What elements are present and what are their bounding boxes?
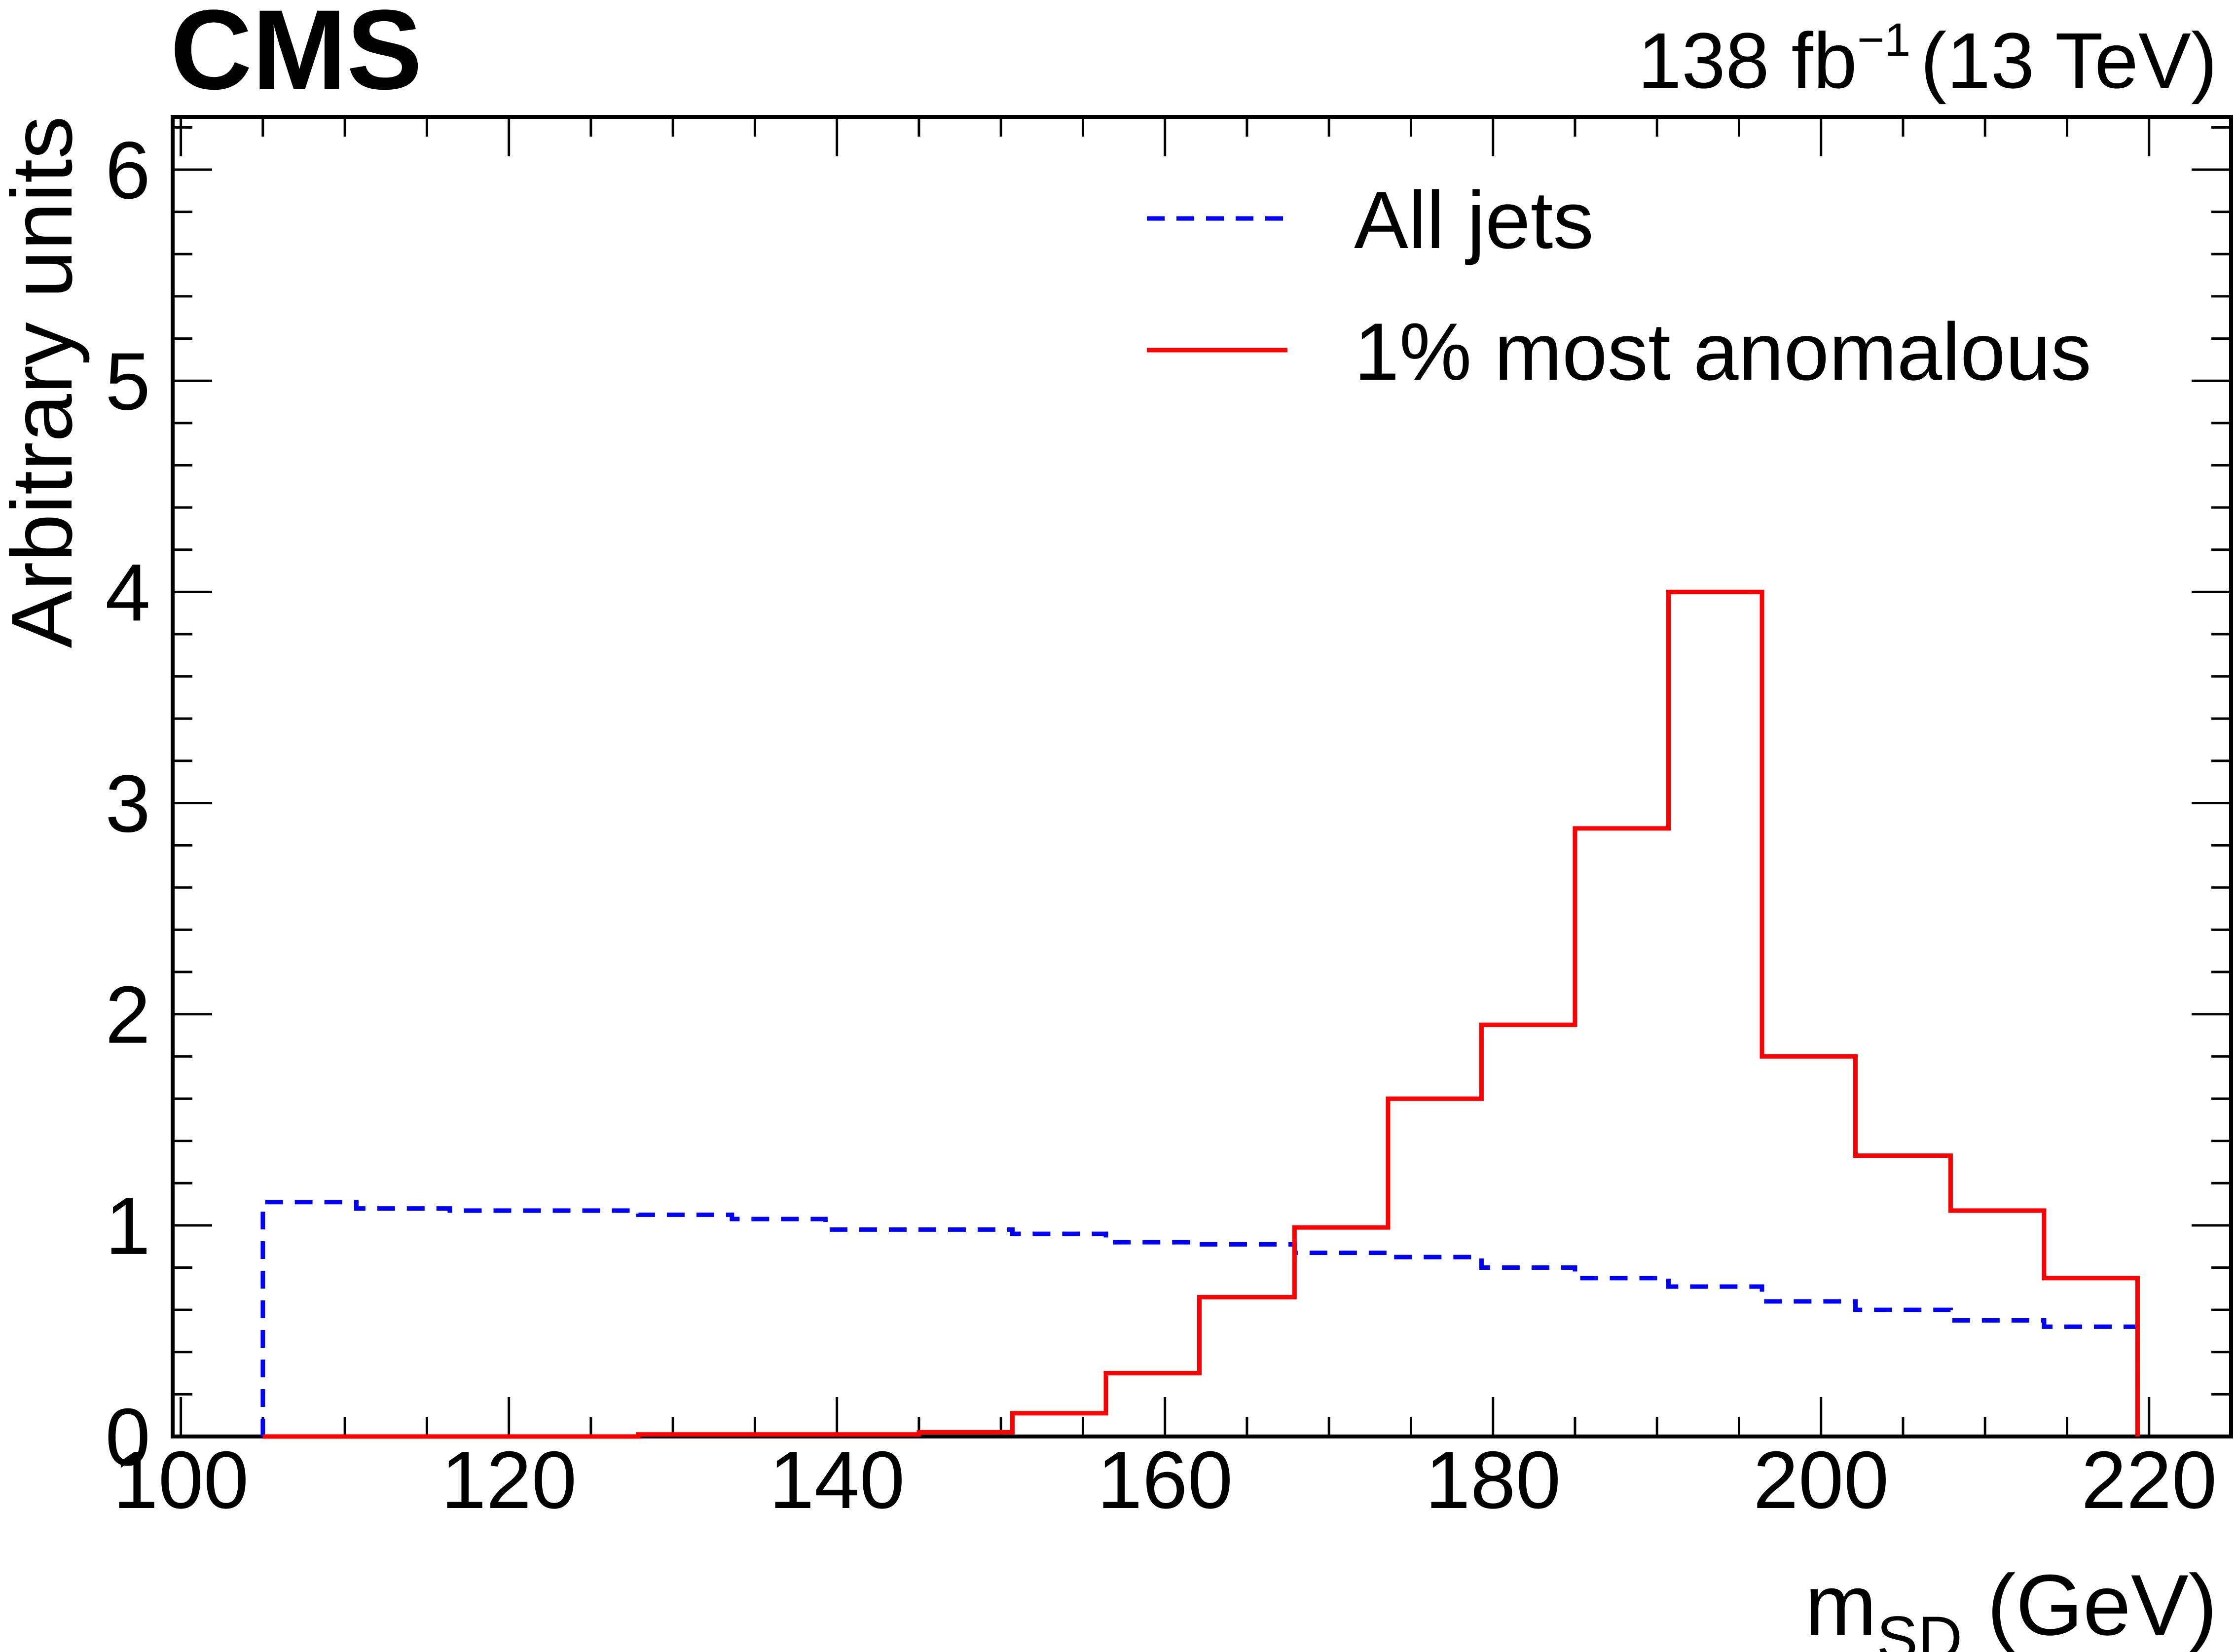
lumi-exponent: −1 [1857,14,1910,66]
y-tick-label: 1 [105,1181,150,1271]
x-tick-label: 100 [113,1435,249,1525]
plot-frame [171,115,2233,1438]
x-tick-label: 180 [1425,1435,1561,1525]
lumi-label: 138 fb [1638,16,1857,105]
series-line-all-jets [260,1200,2140,1437]
y-tick-label: 4 [105,547,150,638]
x-tick-label: 120 [441,1435,577,1525]
lumi-energy-label: 138 fb−1 (13 TeV) [1638,14,2217,105]
x-tick-label: 220 [2081,1435,2217,1525]
plot-area: 100 120 140 160 180 200 220 0 1 2 3 4 5 6 [105,115,2233,1525]
y-tick-label: 0 [105,1392,150,1482]
x-tick-label: 200 [1753,1435,1889,1525]
x-axis-label-subscript: SD [1877,1604,1963,1652]
x-axis-label-main: m [1805,1557,1877,1652]
x-tick-label: 140 [769,1435,905,1525]
legend-label-anomalous: 1% most anomalous [1354,306,2091,397]
legend: All jets 1% most anomalous [1147,175,2091,397]
series-line-anomalous [262,589,2140,1439]
y-tick-label: 6 [105,125,150,215]
legend-label-all-jets: All jets [1354,175,1594,265]
x-axis-label: mSD (GeV) [1805,1557,2217,1652]
y-tick-label: 5 [105,336,150,427]
energy-label: (13 TeV) [1920,16,2217,105]
experiment-label: CMS [170,0,422,113]
y-axis-label: Arbitrary units [0,116,90,648]
y-tick-label: 3 [105,758,150,849]
x-tick-label: 160 [1097,1435,1233,1525]
x-axis-label-unit: (GeV) [1987,1557,2217,1652]
y-tick-label: 2 [105,970,150,1060]
